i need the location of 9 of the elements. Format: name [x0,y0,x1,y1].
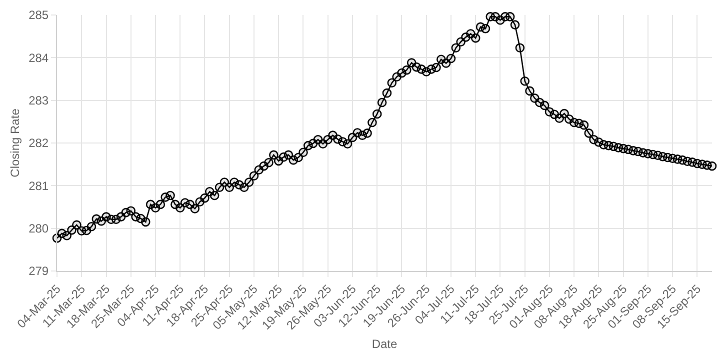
x-axis-title: Date [372,337,398,352]
y-tick-label: 282 [28,136,49,150]
y-tick-label: 285 [28,8,49,22]
y-tick-label: 279 [28,264,49,278]
y-tick-label: 284 [28,50,49,65]
y-tick-label: 280 [28,222,49,236]
y-tick-label: 281 [28,178,49,193]
y-tick-label: 283 [28,94,49,108]
y-axis-title: Closing Rate [8,108,22,178]
